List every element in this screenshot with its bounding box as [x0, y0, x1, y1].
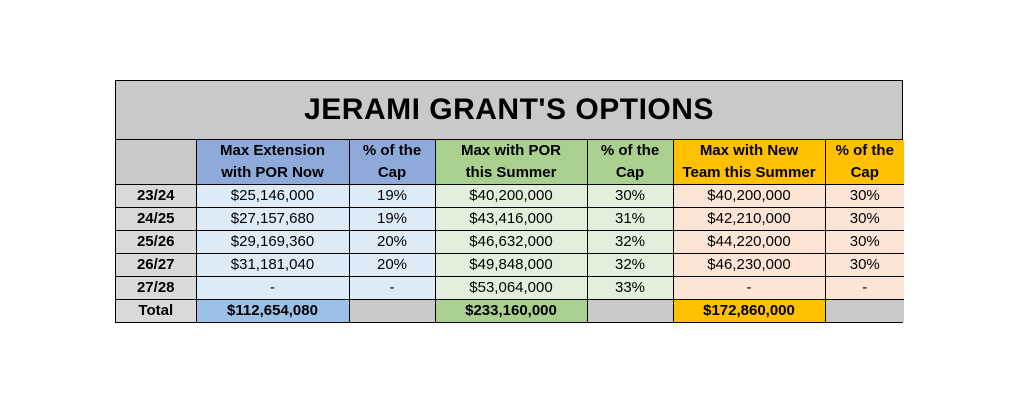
header-blank-cell	[116, 140, 197, 185]
extension-value: $27,157,680	[195, 207, 350, 231]
extension-value: $31,181,040	[195, 253, 350, 277]
total-extension: $112,654,080	[195, 299, 350, 322]
por-pct: 30%	[586, 184, 674, 208]
header-line: Cap	[850, 164, 879, 181]
header-new-pct: % of the Cap	[824, 140, 904, 185]
por-pct: 31%	[586, 207, 674, 231]
header-line: % of the	[362, 142, 422, 159]
por-value: $53,064,000	[434, 276, 588, 300]
season-cell: 23/24	[116, 184, 197, 208]
extension-pct: 20%	[348, 230, 436, 254]
table-row: 25/26 $29,169,360 20% $46,632,000 32% $4…	[116, 230, 904, 254]
header-line: Max Extension	[219, 142, 326, 159]
header-ext-pct: % of the Cap	[348, 140, 436, 185]
header-max-extension: Max Extension with POR Now	[195, 140, 350, 185]
season-cell: 24/25	[116, 207, 197, 231]
por-pct: 32%	[586, 253, 674, 277]
header-line: Team this Summer	[682, 164, 816, 181]
new-team-pct: 30%	[824, 253, 904, 277]
por-value: $49,848,000	[434, 253, 588, 277]
header-row: Max Extension with POR Now % of the Cap …	[116, 140, 904, 185]
new-team-value: $40,200,000	[672, 184, 826, 208]
table-row: 26/27 $31,181,040 20% $49,848,000 32% $4…	[116, 253, 904, 277]
season-cell: 26/27	[116, 253, 197, 277]
total-row: Total $112,654,080 $233,160,000 $172,860…	[116, 299, 904, 322]
new-team-value: -	[672, 276, 826, 300]
season-cell: 25/26	[116, 230, 197, 254]
por-value: $46,632,000	[434, 230, 588, 254]
new-team-value: $46,230,000	[672, 253, 826, 277]
new-team-pct: 30%	[824, 184, 904, 208]
header-max-por: Max with POR this Summer	[434, 140, 588, 185]
por-value: $40,200,000	[434, 184, 588, 208]
contract-table: Max Extension with POR Now % of the Cap …	[116, 140, 904, 322]
header-por-pct: % of the Cap	[586, 140, 674, 185]
total-new-team: $172,860,000	[672, 299, 826, 322]
por-pct: 33%	[586, 276, 674, 300]
extension-pct: 20%	[348, 253, 436, 277]
extension-value: $25,146,000	[195, 184, 350, 208]
header-line: % of the	[600, 142, 660, 159]
header-max-new-team: Max with New Team this Summer	[672, 140, 826, 185]
por-value: $43,416,000	[434, 207, 588, 231]
new-team-pct: 30%	[824, 207, 904, 231]
extension-pct: 19%	[348, 184, 436, 208]
header-line: with POR Now	[221, 164, 324, 181]
new-team-value: $42,210,000	[672, 207, 826, 231]
header-line: Cap	[615, 164, 645, 181]
header-line: Max with POR	[460, 142, 561, 159]
extension-value: -	[195, 276, 350, 300]
new-team-pct: -	[824, 276, 904, 300]
new-team-pct: 30%	[824, 230, 904, 254]
extension-value: $29,169,360	[195, 230, 350, 254]
extension-pct: -	[348, 276, 436, 300]
table-row: 23/24 $25,146,000 19% $40,200,000 30% $4…	[116, 184, 904, 208]
total-blank-cell	[586, 299, 674, 322]
header-line: Max with New	[699, 142, 799, 159]
header-line: Cap	[377, 164, 407, 181]
table-title: JERAMI GRANT'S OPTIONS	[116, 81, 902, 140]
header-line: % of the	[835, 142, 894, 159]
extension-pct: 19%	[348, 207, 436, 231]
season-cell: 27/28	[116, 276, 197, 300]
table-row: 27/28 - - $53,064,000 33% - -	[116, 276, 904, 300]
table-row: 24/25 $27,157,680 19% $43,416,000 31% $4…	[116, 207, 904, 231]
total-label: Total	[116, 299, 197, 322]
por-pct: 32%	[586, 230, 674, 254]
new-team-value: $44,220,000	[672, 230, 826, 254]
total-por: $233,160,000	[434, 299, 588, 322]
header-line: this Summer	[465, 164, 557, 181]
options-table: JERAMI GRANT'S OPTIONS Max Extension wit…	[115, 80, 904, 323]
total-blank-cell	[824, 299, 904, 322]
total-blank-cell	[348, 299, 436, 322]
